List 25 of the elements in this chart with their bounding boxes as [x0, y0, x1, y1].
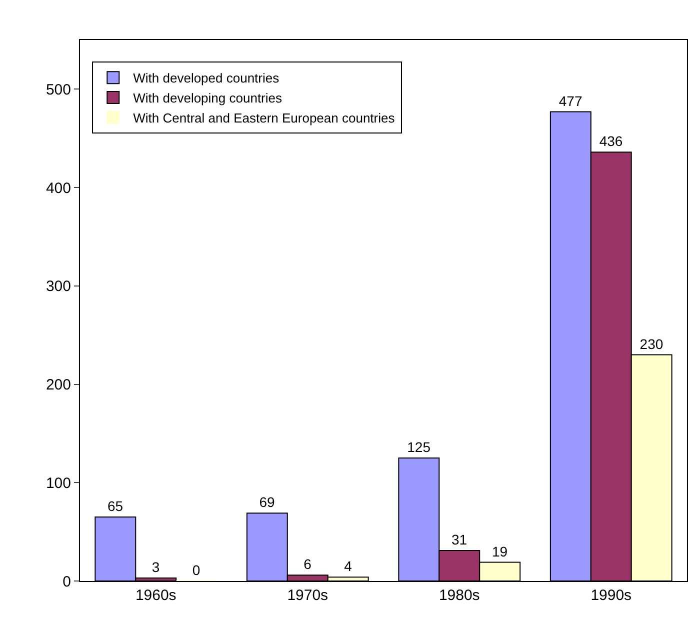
data-label: 6	[304, 556, 312, 572]
legend-label: With Central and Eastern European countries	[133, 110, 396, 126]
y-tick-label: 300	[46, 278, 71, 296]
data-label: 4	[344, 558, 352, 574]
y-tick-label: 400	[46, 180, 71, 197]
y-tick-label: 200	[46, 376, 71, 394]
y-tick-label: 100	[46, 474, 71, 492]
data-label: 31	[451, 532, 468, 548]
x-tick-label: 1980s	[438, 587, 480, 604]
data-label: 230	[640, 336, 664, 352]
data-label: 436	[599, 133, 623, 150]
data-label: 3	[152, 559, 160, 576]
y-tick-label: 0	[62, 573, 71, 590]
data-label: 477	[558, 92, 582, 109]
y-tick-label: 500	[46, 81, 71, 98]
legend-label: With developed countries	[133, 70, 280, 86]
data-label: 0	[192, 562, 200, 578]
data-label: 69	[259, 494, 276, 510]
x-tick-label: 1990s	[590, 587, 632, 604]
x-tick-label: 1970s	[287, 587, 328, 604]
legend-label: With developing countries	[133, 90, 282, 106]
x-tick-label: 1960s	[135, 587, 176, 604]
data-label: 125	[407, 439, 431, 456]
data-label: 19	[492, 543, 508, 560]
data-label: 65	[108, 498, 124, 514]
